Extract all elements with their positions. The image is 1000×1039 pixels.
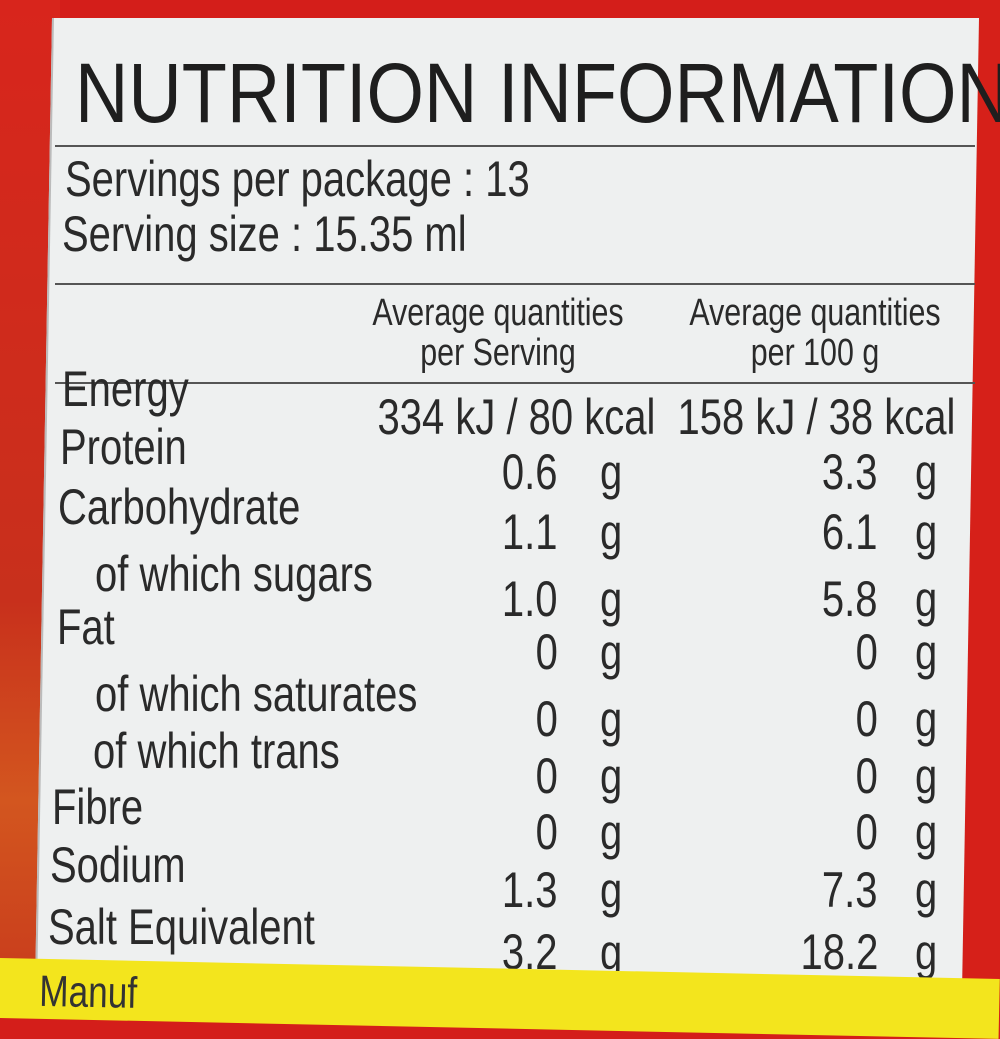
divider (55, 382, 975, 384)
serving-size: Serving size : 15.35 ml (62, 206, 467, 262)
header-line: Average quantities (689, 292, 941, 334)
nutrient-name: Fat (57, 599, 115, 655)
nutrient-name: Sodium (50, 837, 186, 893)
unit-per-100g: g (915, 748, 938, 804)
unit-per-serving: g (600, 804, 623, 860)
unit-per-100g: g (915, 862, 938, 918)
column-header-per-serving: Average quantities per Serving (358, 293, 638, 373)
value-per-100g: 0 (855, 748, 878, 804)
value-per-serving: 0 (535, 691, 558, 747)
value-per-serving: 0 (535, 748, 558, 804)
value-per-100g: 3.3 (822, 444, 878, 500)
value-per-100g: 7.3 (822, 862, 878, 918)
unit-per-100g: g (915, 924, 938, 980)
value-per-serving: 0 (535, 804, 558, 860)
divider (55, 145, 975, 147)
unit-per-serving: g (600, 504, 623, 560)
nutrient-name: Carbohydrate (58, 479, 301, 535)
value-per-100g: 0 (855, 691, 878, 747)
unit-per-serving: g (600, 748, 623, 804)
unit-per-serving: g (600, 691, 623, 747)
unit-per-serving: g (600, 624, 623, 680)
header-line: Average quantities (372, 292, 624, 334)
unit-per-100g: g (915, 571, 938, 627)
header-line: per 100 g (750, 332, 880, 374)
unit-per-100g: g (915, 691, 938, 747)
divider (55, 283, 975, 285)
unit-per-serving: g (600, 444, 623, 500)
value-per-serving: 1.3 (502, 862, 558, 918)
manufacturer-text-partial: Manuf (38, 966, 138, 1018)
value-per-100g: 6.1 (822, 504, 878, 560)
value-per-100g: 5.8 (822, 571, 878, 627)
nutrient-name: Fibre (52, 779, 144, 835)
column-header-per-100g: Average quantities per 100 g (675, 293, 955, 373)
label-title: NUTRITION INFORMATION (75, 46, 1000, 140)
value-per-100g: 0 (855, 804, 878, 860)
value-per-100g: 18.2 (800, 924, 878, 980)
unit-per-serving: g (600, 924, 623, 980)
nutrient-name: Protein (60, 419, 187, 475)
unit-per-100g: g (915, 444, 938, 500)
header-line: per Serving (420, 332, 576, 374)
unit-per-100g: g (915, 804, 938, 860)
unit-per-serving: g (600, 571, 623, 627)
unit-per-100g: g (915, 624, 938, 680)
nutrient-name: Energy (62, 361, 189, 417)
value-per-serving: 0 (535, 624, 558, 680)
unit-per-100g: g (915, 504, 938, 560)
value-per-100g: 0 (855, 624, 878, 680)
value-per-100g: 158 kJ / 38 kcal (677, 389, 955, 445)
value-per-serving: 334 kJ / 80 kcal (377, 389, 655, 445)
nutrient-name: of which trans (93, 723, 340, 779)
nutrient-name: of which saturates (95, 666, 418, 722)
nutrient-name: of which sugars (95, 546, 373, 602)
value-per-serving: 1.1 (502, 504, 558, 560)
value-per-serving: 1.0 (502, 571, 558, 627)
unit-per-serving: g (600, 862, 623, 918)
servings-per-package: Servings per package : 13 (65, 151, 530, 207)
value-per-serving: 0.6 (502, 444, 558, 500)
nutrient-name: Salt Equivalent (48, 899, 315, 955)
